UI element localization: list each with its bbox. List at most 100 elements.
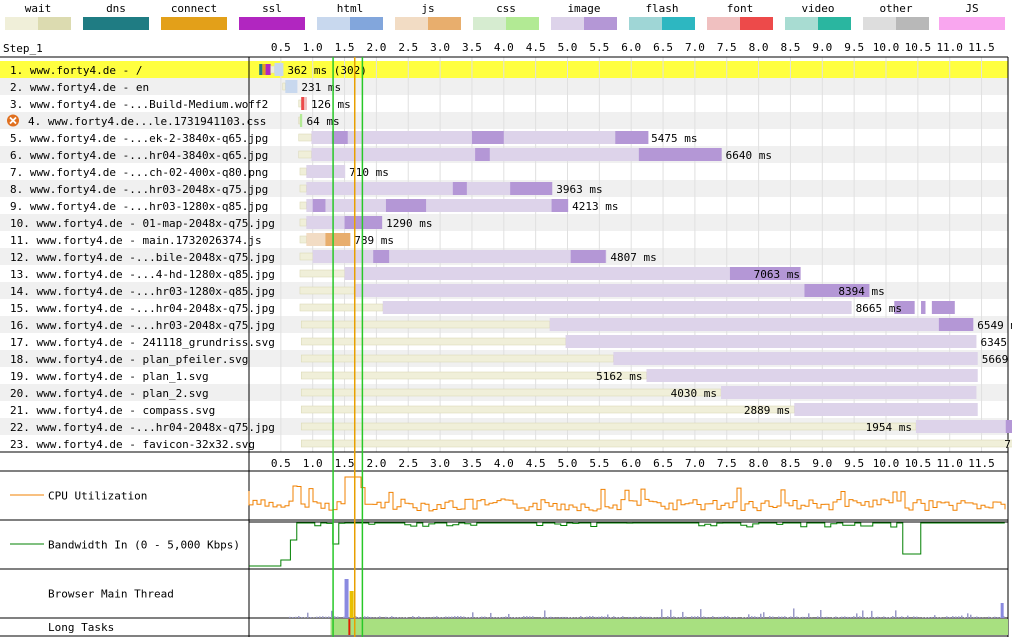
request-time: 8394 ms (838, 285, 884, 298)
request-bar-11 (300, 233, 350, 246)
download-segment (566, 335, 977, 348)
main-thread-activity (367, 616, 369, 618)
download-segment (306, 165, 345, 178)
request-label: 22. www.forty4.de -...hr04-2048x-q75.jpg (10, 421, 275, 434)
download-active-segment (301, 97, 304, 110)
legend-item-ssl: ssl (236, 0, 308, 32)
main-thread-activity (418, 616, 420, 618)
download-active-segment (300, 114, 302, 127)
legend-swatch (863, 17, 929, 30)
main-thread-activity (691, 616, 693, 618)
request-label: 9. www.forty4.de -...hr03-1280x-q85.jpg (10, 200, 268, 213)
request-label: 8. www.forty4.de -...hr03-2048x-q75.jpg (10, 183, 268, 196)
axis-tick-label: 5.0 (558, 457, 578, 470)
legend-swatch (785, 17, 851, 30)
main-thread-activity (961, 616, 963, 618)
request-time: 6345 ms (980, 336, 1012, 349)
main-thread-activity (559, 617, 561, 618)
main-thread-activity (601, 616, 603, 618)
main-thread-activity (345, 579, 349, 618)
download-active-segment (386, 199, 426, 212)
request-label: 5. www.forty4.de -...ek-2-3840x-q65.jpg (10, 132, 268, 145)
main-thread-activity (778, 616, 780, 618)
axis-tick-label: 6.5 (653, 41, 673, 54)
request-label: 12. www.forty4.de -...bile-2048x-q75.jpg (10, 251, 275, 264)
main-thread-activity (331, 611, 333, 618)
main-thread-activity (436, 616, 438, 618)
main-thread-activity (343, 617, 345, 618)
request-label: 10. www.forty4.de - 01-map-2048x-q75.jpg (10, 217, 275, 230)
main-thread-activity (550, 617, 552, 618)
request-bar-14 (300, 284, 869, 297)
main-thread-activity (976, 616, 978, 618)
axis-tick-label: 4.0 (494, 41, 514, 54)
axis-tick-label: 1.5 (335, 41, 355, 54)
main-thread-activity (847, 617, 849, 618)
download-active-segment (571, 250, 606, 263)
main-thread-activity (796, 617, 798, 618)
main-thread-activity (928, 617, 930, 618)
request-bar-5 (299, 131, 649, 144)
download-segment (306, 199, 568, 212)
main-thread-activity (667, 616, 669, 618)
main-thread-activity (886, 617, 888, 618)
main-thread-activity (616, 617, 618, 618)
axis-tick-label: 7.0 (685, 457, 705, 470)
legend-swatch (5, 17, 71, 30)
legend-item-image: image (548, 0, 620, 32)
main-thread-activity (562, 617, 564, 618)
download-active-segment (373, 250, 389, 263)
main-thread-activity (649, 617, 651, 618)
request-time: 231 ms (301, 81, 341, 94)
wait-segment (283, 83, 286, 90)
legend-item-html: html (314, 0, 386, 32)
axis-tick-label: 4.5 (526, 457, 546, 470)
main-thread-activity (565, 617, 567, 618)
axis-tick-label: 2.0 (366, 41, 386, 54)
main-thread-activity (793, 608, 795, 618)
download-active-segment (332, 131, 348, 144)
main-thread-activity (673, 616, 675, 618)
legend-label: video (782, 2, 854, 15)
axis-tick-label: 2.5 (398, 41, 418, 54)
wait-segment (301, 440, 1012, 447)
request-label: 19. www.forty4.de - plan_1.svg (10, 370, 209, 383)
main-thread-activity (310, 617, 312, 618)
main-thread-activity (433, 617, 435, 618)
axis-tick-label: 4.0 (494, 457, 514, 470)
axis-tick-label: 3.0 (430, 457, 450, 470)
request-bar-12 (300, 250, 606, 263)
axis-tick-label: 11.5 (968, 41, 995, 54)
axis-tick-label: 6.0 (621, 457, 641, 470)
main-thread-activity (913, 616, 915, 618)
main-thread-activity (934, 615, 936, 618)
wait-segment (300, 185, 306, 192)
main-thread-activity (472, 612, 474, 618)
main-thread-activity (370, 617, 372, 618)
main-thread-activity (508, 614, 510, 618)
main-thread-activity (391, 616, 393, 618)
main-thread-activity (526, 616, 528, 618)
main-thread-activity (388, 617, 390, 618)
main-thread-activity (484, 617, 486, 618)
main-thread-activity (592, 616, 594, 618)
legend-label: connect (158, 2, 230, 15)
main-thread-activity (892, 616, 894, 618)
main-thread-activity (553, 617, 555, 618)
request-label: 14. www.forty4.de -...hr03-1280x-q85.jpg (10, 285, 275, 298)
main-thread-activity (454, 616, 456, 618)
wait-segment (271, 66, 275, 73)
main-thread-activity (877, 617, 879, 618)
axis-tick-label: 11.0 (936, 457, 963, 470)
main-thread-activity (808, 613, 810, 618)
download-segment (285, 80, 297, 93)
main-thread-activity (712, 616, 714, 618)
main-thread-activity (697, 616, 699, 618)
main-thread-activity (445, 616, 447, 618)
download-active-segment (345, 216, 383, 229)
main-thread-activity (385, 617, 387, 618)
wait-segment (300, 202, 306, 209)
main-thread-activity (580, 616, 582, 618)
axis-tick-label: 9.5 (844, 41, 864, 54)
